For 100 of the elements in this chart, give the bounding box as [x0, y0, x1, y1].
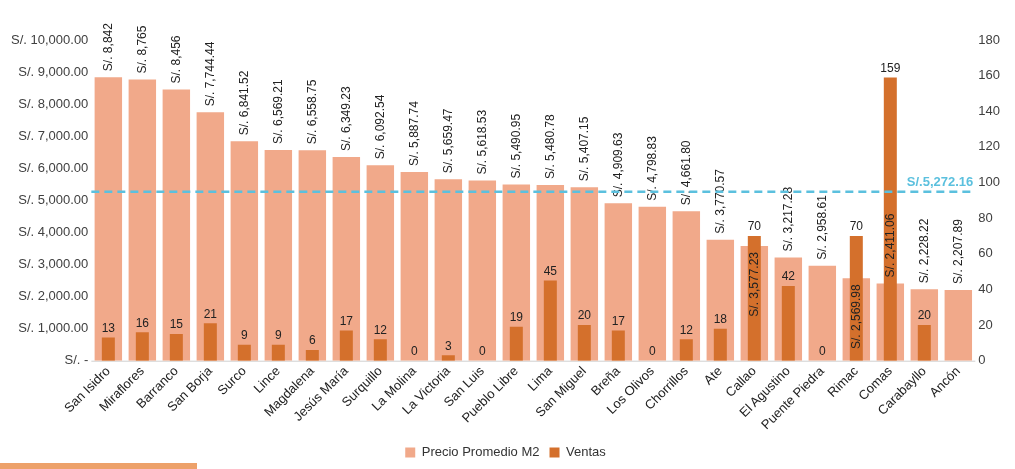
- data-label: S/. 5,407.15: [576, 116, 591, 182]
- y2-tick-label: 0: [978, 352, 986, 368]
- y-tick-label: S/. 7,000.00: [18, 127, 89, 143]
- bar: [400, 171, 429, 361]
- y2-tick-label: 100: [978, 174, 1001, 190]
- y2-tick-label: 120: [978, 138, 1001, 154]
- data-label: 20: [577, 308, 592, 323]
- y-tick-label: S/. 6,000.00: [18, 159, 89, 175]
- bar: [203, 323, 217, 361]
- data-label: 70: [747, 219, 762, 234]
- data-label: S/. 3,577.23: [746, 251, 761, 317]
- data-label: 42: [781, 269, 796, 284]
- y2-tick-label: 140: [978, 102, 1001, 118]
- y2-tick-label: 40: [978, 281, 993, 297]
- y-tick-label: S/. 4,000.00: [18, 224, 89, 239]
- data-label: S/. 2,411.06: [882, 213, 897, 278]
- y2-tick-label: 60: [978, 245, 993, 261]
- data-label: 17: [611, 313, 626, 328]
- data-label: S/. 6,558.75: [304, 79, 319, 145]
- data-label: S/. 2,228.22: [916, 218, 931, 284]
- y-tick-label: S/. 9,000.00: [18, 63, 89, 79]
- data-label: 9: [240, 327, 248, 342]
- bar: [339, 330, 353, 361]
- bar: [366, 165, 395, 361]
- data-label: 70: [849, 219, 864, 234]
- data-label: 9: [274, 327, 282, 342]
- data-label: 13: [101, 320, 116, 335]
- bar: [169, 333, 183, 361]
- data-label: S/. 8,842: [100, 22, 115, 72]
- x-tick-label: Ate: [700, 363, 725, 388]
- data-label: S/. 5,618.53: [474, 109, 489, 175]
- data-label: 6: [308, 333, 316, 348]
- bar: [162, 89, 191, 361]
- bar: [441, 355, 455, 361]
- data-label: 20: [917, 308, 932, 323]
- legend-label: Ventas: [566, 444, 607, 460]
- data-label: 0: [410, 344, 418, 359]
- bar: [332, 157, 361, 361]
- data-label: S/. 2,207.89: [950, 218, 965, 284]
- y-tick-label: S/. 2,000.00: [18, 288, 89, 304]
- bar: [128, 79, 157, 361]
- bar: [230, 141, 259, 361]
- data-label: S/. 8,456: [168, 35, 183, 84]
- data-label: S/. 2,569.98: [848, 283, 863, 350]
- bar: [713, 328, 727, 361]
- data-label: 3: [444, 338, 452, 353]
- data-label: S/. 6,349.23: [338, 86, 353, 152]
- bar: [808, 265, 837, 361]
- bar: [781, 285, 795, 361]
- y-tick-label: S/. -: [64, 352, 89, 368]
- data-label: 0: [478, 344, 486, 359]
- data-label: S/. 6,841.52: [236, 70, 251, 136]
- bar: [271, 344, 285, 361]
- bar: [543, 280, 557, 361]
- y-tick-label: S/. 8,000.00: [18, 95, 89, 111]
- data-label: 17: [339, 313, 354, 328]
- y2-tick-label: 80: [978, 209, 993, 225]
- data-label: S/. 6,569.21: [270, 78, 285, 145]
- data-label: S/. 5,887.74: [406, 100, 421, 166]
- data-label: 15: [169, 317, 184, 332]
- data-label: 0: [648, 344, 656, 359]
- data-label: 12: [373, 322, 388, 337]
- y-tick-label: S/. 1,000.00: [18, 320, 89, 336]
- data-label: S/. 7,744.44: [202, 41, 217, 107]
- data-label: S/. 4,661.80: [678, 140, 693, 206]
- bar: [101, 337, 115, 361]
- bar: [264, 150, 293, 361]
- bar: [509, 326, 523, 361]
- bar: [237, 344, 251, 361]
- y-tick-label: S/. 5,000.00: [18, 191, 89, 207]
- data-label: S/. 2,958.61: [814, 194, 829, 260]
- data-label: 16: [135, 315, 150, 330]
- bar: [604, 203, 633, 361]
- data-label: S/. 5,659.47: [440, 108, 455, 174]
- data-label: 21: [203, 306, 218, 321]
- data-label: S/. 5,490.95: [508, 113, 523, 179]
- bar: [94, 77, 123, 361]
- bar: [135, 332, 149, 361]
- data-label: S/. 5,480.78: [542, 113, 557, 179]
- bar: [373, 339, 387, 361]
- y2-tick-label: 20: [978, 316, 993, 332]
- data-label: 12: [679, 322, 694, 337]
- data-label: 18: [713, 311, 728, 326]
- bar: [570, 187, 599, 361]
- data-label: S/. 3,770.57: [712, 168, 727, 234]
- y2-tick-label: 180: [978, 31, 1001, 47]
- data-label: S/. 6,092.54: [372, 94, 387, 160]
- y-tick-label: S/. 10,000.00: [11, 31, 89, 47]
- bar: [298, 150, 327, 361]
- bar: [944, 289, 973, 361]
- y2-tick-label: 160: [978, 67, 1001, 83]
- legend-label: Precio Promedio M2: [421, 444, 540, 460]
- bar: [917, 325, 931, 361]
- bar: [611, 330, 625, 361]
- bar: [305, 350, 319, 361]
- bar: [434, 179, 463, 361]
- bar: [196, 112, 225, 361]
- data-label: 159: [880, 60, 901, 75]
- bar: [577, 325, 591, 361]
- bar: [672, 211, 701, 361]
